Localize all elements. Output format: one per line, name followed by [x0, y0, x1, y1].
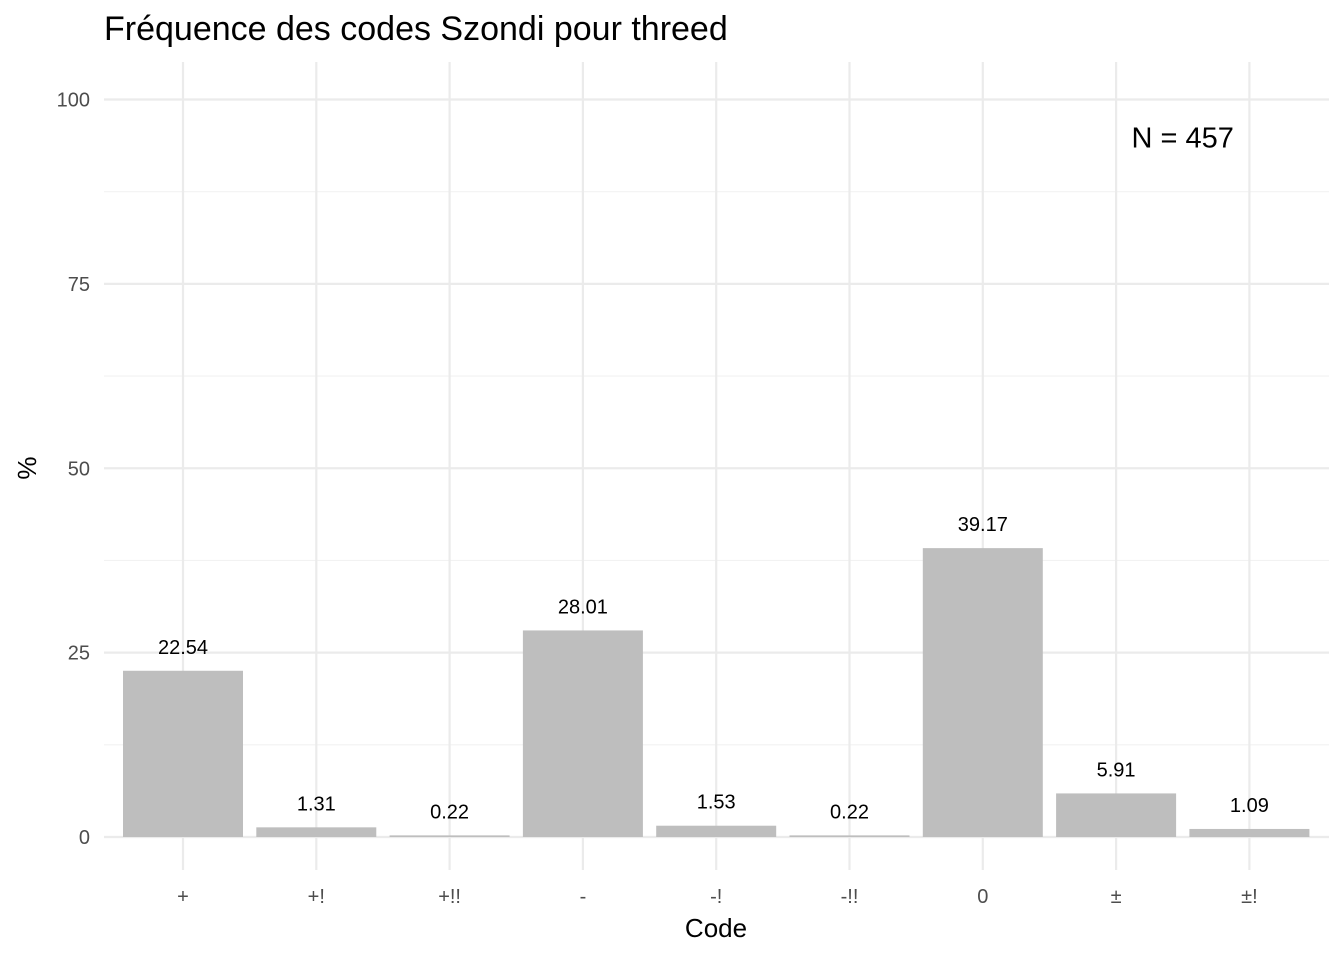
- y-tick-label: 0: [79, 827, 90, 849]
- bar: [922, 548, 1043, 837]
- sample-size-annotation: N = 457: [1132, 122, 1234, 154]
- bar: [256, 827, 377, 837]
- grid-lines: [104, 62, 1329, 870]
- data-label: 1.31: [297, 793, 336, 815]
- data-label: 1.53: [697, 792, 736, 814]
- bar: [123, 670, 243, 837]
- bar: [1056, 793, 1177, 837]
- bar: [389, 835, 510, 837]
- x-tick-label: -: [580, 886, 587, 908]
- x-tick-label: +!!: [438, 886, 461, 908]
- x-tick-label: +!: [308, 886, 325, 908]
- y-tick-label: 50: [68, 458, 90, 480]
- data-label: 39.17: [958, 514, 1008, 536]
- x-tick-labels-group: + +! +!! - -! -!! 0 ± ±!: [177, 886, 1258, 908]
- y-tick-label: 25: [68, 643, 90, 665]
- x-tick-label: ±: [1111, 886, 1122, 908]
- bar: [522, 630, 643, 837]
- data-label: 1.09: [1230, 795, 1269, 817]
- data-label: 5.91: [1097, 759, 1136, 781]
- data-label: 22.54: [158, 637, 208, 659]
- bar: [789, 835, 910, 837]
- x-tick-label: 0: [977, 886, 988, 908]
- data-label: 0.22: [830, 801, 869, 823]
- y-tick-label: 100: [57, 90, 90, 112]
- x-axis-title: Code: [685, 913, 747, 943]
- data-labels-group: 22.54 1.31 0.22 28.01 1.53 0.22 39.17 5.91 1.09: [158, 514, 1269, 823]
- x-tick-label: -!: [710, 886, 722, 908]
- y-tick-labels-group: 0 25 50 75 100: [57, 90, 90, 850]
- data-label: 0.22: [430, 801, 469, 823]
- x-tick-label: -!!: [841, 886, 859, 908]
- bar: [656, 825, 777, 837]
- x-tick-label: ±!: [1241, 886, 1258, 908]
- y-axis-title: %: [12, 456, 42, 479]
- bars-group: [123, 548, 1310, 837]
- data-label: 28.01: [558, 596, 608, 618]
- x-tick-label: +: [177, 886, 189, 908]
- bar: [1189, 828, 1310, 837]
- chart-title: Fréquence des codes Szondi pour threed: [104, 10, 728, 48]
- y-tick-label: 75: [68, 274, 90, 296]
